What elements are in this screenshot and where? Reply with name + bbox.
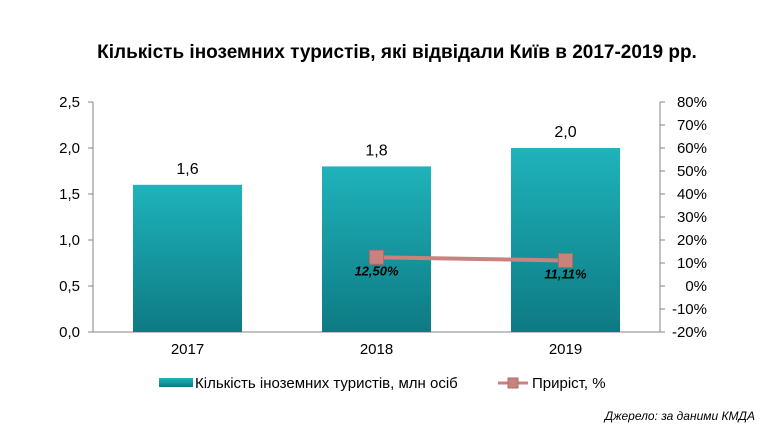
- axes: 0,0 0,5 1,0 1,5 2,0 2,5 -20% -10% 0% 10% 20% 30% 40%…: [59, 94, 707, 358]
- y-left-tick-label: 0,0: [59, 324, 80, 341]
- source-note: Джерело: за даними КМДА: [603, 409, 755, 423]
- growth-point: [369, 249, 384, 265]
- x-tick-label: 2018: [360, 341, 393, 358]
- growth-value-label: 12,50%: [354, 263, 399, 278]
- y-right-tick-label: 10%: [677, 255, 707, 272]
- y-right-tick-label: 0%: [685, 278, 707, 295]
- y-right-tick-label: 50%: [677, 163, 707, 180]
- bar-value-label: 1,8: [365, 142, 387, 159]
- growth-line-path: [376, 255, 566, 263]
- growth-value-label: 11,11%: [544, 266, 587, 281]
- bar-value-label: 2,0: [554, 124, 576, 141]
- y-right-tick-label: 80%: [677, 94, 707, 111]
- y-right-tick-label: -10%: [672, 301, 707, 318]
- x-tick-label: 2019: [549, 341, 582, 358]
- y-left-tick-label: 1,5: [59, 186, 80, 203]
- growth-line: [369, 249, 573, 268]
- bar-value-label: 1,6: [176, 161, 198, 178]
- legend-swatch-bars: [159, 378, 193, 387]
- y-right-tick-label: 20%: [677, 232, 707, 249]
- bar: [322, 166, 431, 332]
- bar: [133, 184, 242, 332]
- legend-swatch-marker: [507, 377, 519, 389]
- y-right-tick-label: 70%: [677, 117, 707, 134]
- y-right-tick-label: 60%: [677, 140, 707, 157]
- chart-title: Кількість іноземних туристів, які відвід…: [97, 42, 697, 63]
- growth-point: [558, 252, 573, 268]
- bar: [511, 148, 620, 332]
- y-right-tick-label: 30%: [677, 209, 707, 226]
- y-right-tick-label: 40%: [677, 186, 707, 203]
- legend-label-line: Приріст, %: [532, 375, 606, 392]
- legend: Кількість іноземних туристів, млн осіб П…: [159, 375, 606, 392]
- y-left-tick-label: 0,5: [59, 278, 80, 295]
- y-left-tick-label: 2,0: [59, 140, 80, 157]
- y-left-tick-label: 1,0: [59, 232, 80, 249]
- y-right-tick-label: -20%: [672, 324, 707, 341]
- x-tick-label: 2017: [171, 341, 204, 358]
- bars: [133, 148, 620, 332]
- y-left-tick-label: 2,5: [59, 94, 80, 111]
- legend-label-bars: Кількість іноземних туристів, млн осіб: [195, 375, 458, 392]
- data-labels: 1,6 1,8 2,0 12,50% 11,11%: [176, 124, 587, 281]
